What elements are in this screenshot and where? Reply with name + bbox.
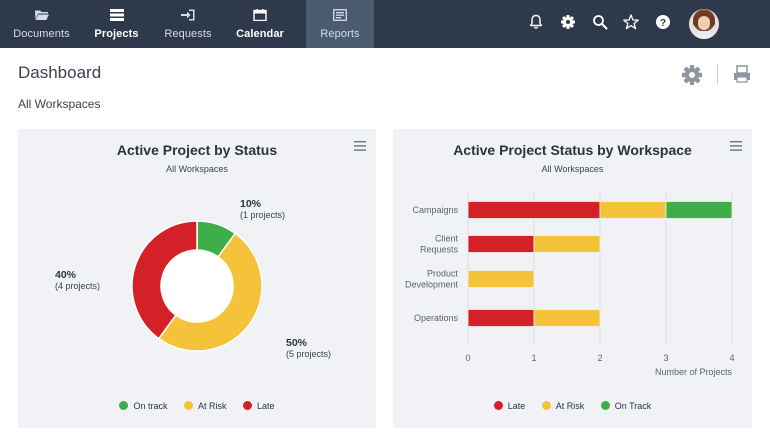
nav-documents[interactable]: Documents: [0, 0, 83, 48]
nav-requests-label: Requests: [164, 28, 212, 40]
svg-text:?: ?: [660, 18, 666, 29]
legend-dot-at-risk: [183, 401, 193, 410]
x-axis-label: Number of Projects: [655, 367, 733, 377]
page-subtitle: All Workspaces: [18, 97, 101, 111]
legend-item-late[interactable]: Late: [493, 401, 526, 411]
legend-dot-on-track: [119, 401, 129, 410]
top-nav-bar: Documents Projects Requests Calendar: [0, 0, 770, 48]
legend-item-at-risk[interactable]: At Risk: [541, 401, 585, 411]
category-label: Product: [427, 269, 459, 279]
slice-label-at-risk: 50% (5 projects): [286, 337, 331, 359]
workspace-chart-subtitle: All Workspaces: [541, 164, 604, 174]
header-divider: [717, 64, 718, 84]
slice-count-on-track: (1 projects): [240, 210, 286, 220]
nav-requests[interactable]: Requests: [150, 0, 226, 48]
legend-label-on-track: On track: [133, 401, 168, 411]
workspace-chart-title: Active Project Status by Workspace: [453, 142, 692, 158]
status-chart-card: Active Project by Status All Workspaces …: [18, 129, 376, 428]
category-label: Development: [405, 280, 459, 290]
bar-segment-on-track[interactable]: [665, 201, 733, 219]
bar-segment-late[interactable]: [467, 309, 535, 327]
category-label: Operations: [414, 313, 459, 323]
x-tick-label: 3: [663, 353, 668, 363]
gear-icon[interactable]: [560, 14, 576, 30]
avatar-body: [694, 31, 714, 39]
status-chart-subtitle: All Workspaces: [166, 164, 228, 174]
slice-pct-on-track: 10%: [240, 198, 262, 210]
bar-segment-at-risk[interactable]: [533, 309, 601, 327]
legend-item-on-track[interactable]: On track: [119, 401, 167, 411]
legend-label-late: Late: [507, 401, 526, 411]
sign-in-icon: [181, 9, 195, 21]
help-icon[interactable]: ?: [655, 14, 671, 30]
workspace-chart-legend: Late At Risk On Track: [393, 401, 752, 411]
slice-count-at-risk: (5 projects): [286, 349, 332, 359]
slice-label-on-track: 10% (1 projects): [240, 198, 285, 220]
bar-segment-at-risk[interactable]: [599, 201, 667, 219]
chart-menu-icon[interactable]: [730, 141, 742, 151]
nav-calendar-label: Calendar: [236, 28, 284, 40]
print-icon[interactable]: [733, 65, 751, 83]
bar-segment-at-risk[interactable]: [467, 270, 535, 288]
legend-label-at-risk: At Risk: [197, 401, 227, 411]
folder-icon: [34, 10, 49, 20]
nav-reports-label: Reports: [320, 28, 360, 40]
status-chart-legend: On track At Risk Late: [18, 401, 376, 411]
page-title: Dashboard: [18, 63, 102, 82]
status-chart-title: Active Project by Status: [116, 142, 278, 158]
nav-projects-label: Projects: [94, 28, 139, 40]
category-label: Requests: [420, 245, 459, 255]
x-tick-label: 2: [597, 353, 602, 363]
server-stack-icon: [109, 9, 124, 21]
search-icon[interactable]: [592, 14, 608, 30]
star-icon[interactable]: [623, 14, 639, 30]
dashboard-settings-gear-icon[interactable]: [681, 64, 703, 86]
bar-segment-late[interactable]: [467, 235, 535, 253]
bar-segment-late[interactable]: [467, 201, 601, 219]
bar-segment-at-risk[interactable]: [533, 235, 601, 253]
status-donut-chart: [131, 220, 263, 352]
donut-hole: [161, 250, 233, 322]
slice-pct-late: 40%: [55, 269, 77, 281]
avatar[interactable]: [689, 9, 719, 39]
legend-dot-at-risk: [541, 401, 551, 410]
chart-menu-icon[interactable]: [354, 141, 366, 151]
legend-label-late: Late: [257, 401, 275, 411]
report-icon: [333, 9, 347, 21]
legend-item-at-risk[interactable]: At Risk: [183, 401, 227, 411]
avatar-face: [698, 16, 710, 30]
legend-dot-on-track: [600, 401, 610, 410]
legend-label-at-risk: At Risk: [555, 401, 585, 411]
category-label: Campaigns: [412, 205, 458, 215]
donut-slice-at-risk[interactable]: [157, 232, 263, 352]
x-tick-label: 1: [531, 353, 536, 363]
nav-calendar[interactable]: Calendar: [226, 0, 294, 48]
legend-dot-late: [493, 401, 503, 410]
calendar-icon: [253, 9, 267, 21]
slice-label-late: 40% (4 projects): [55, 269, 100, 291]
nav-documents-label: Documents: [13, 28, 70, 40]
nav-reports[interactable]: Reports: [306, 0, 374, 48]
legend-item-on-track[interactable]: On Track: [600, 401, 652, 411]
legend-item-late[interactable]: Late: [243, 401, 275, 411]
category-label: Client: [435, 234, 459, 244]
workspace-chart-card: Active Project Status by Workspace All W…: [393, 129, 752, 428]
legend-dot-late: [243, 401, 253, 410]
donut-slice-late[interactable]: [131, 220, 198, 340]
slice-pct-at-risk: 50%: [286, 337, 308, 349]
bell-icon[interactable]: [528, 14, 544, 30]
legend-label-on-track: On Track: [614, 401, 652, 411]
x-tick-label: 0: [465, 353, 470, 363]
slice-count-late: (4 projects): [55, 281, 101, 291]
nav-projects[interactable]: Projects: [83, 0, 150, 48]
x-tick-label: 4: [729, 353, 734, 363]
